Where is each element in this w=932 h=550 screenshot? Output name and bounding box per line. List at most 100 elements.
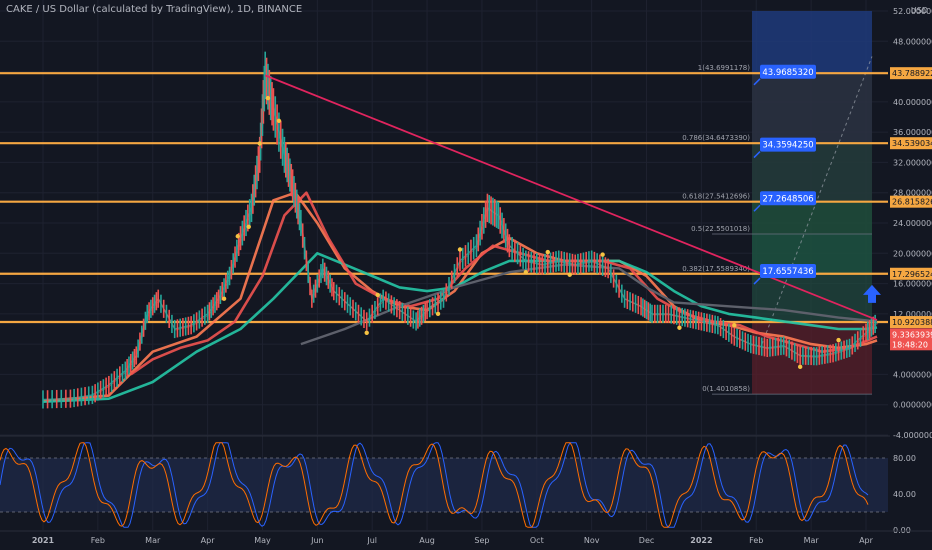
countdown-label: 18:48:20 [892,340,928,349]
time-tick-label: Nov [584,536,600,545]
level-price-label: 17.2965246 [892,270,932,279]
fib-level-label: 0.382(17.5589340) [682,265,750,273]
fib-zone-box [752,73,872,144]
signal-marker [364,330,369,335]
last-price-badge [890,328,932,351]
signal-marker [457,247,463,252]
target-label: 34.3594250 [762,141,813,151]
target-pointer [753,277,761,285]
level-price-badge [890,267,932,280]
price-tick-label: 40.0000000 [893,98,932,107]
last-price-label: 9.3363939 [892,330,932,339]
time-tick-label: Jun [310,536,324,545]
signal-marker [677,325,682,330]
target-box [760,264,816,279]
price-series [42,51,879,409]
signal-marker [523,270,529,275]
price-tick-label: 4.0000000 [893,370,932,379]
price-tick-label: 48.0000000 [893,37,932,46]
time-tick-label: Feb [91,536,105,545]
target-pointer [753,78,761,86]
oscillator-band [0,458,888,512]
time-tick-label: Jul [366,536,377,545]
chart-title: CAKE / US Dollar (calculated by TradingV… [6,4,303,15]
time-tick-label: Oct [530,536,544,545]
grid-lines [0,0,888,530]
level-price-label: 34.5390345 [892,139,932,148]
level-price-label: 10.9203881 [892,318,932,327]
trendline[interactable] [264,74,878,321]
up-arrow-icon [863,284,881,303]
price-tick-label: 0.0000000 [893,401,932,410]
fib-zone-box [752,201,872,234]
price-axis[interactable]: 52.000000048.000000044.000000040.0000000… [890,0,932,550]
price-tick-label: 24.0000000 [893,219,932,228]
time-tick-label: Feb [749,536,763,545]
signal-marker [545,249,550,255]
target-pointer [753,151,761,159]
fib-level-label: 0.5(22.5501018) [691,225,750,233]
time-tick-label: Dec [639,536,654,545]
price-tick-label: 52.0000000 [893,7,932,16]
target-pointer [753,204,761,212]
oscillator-d-line [0,442,869,528]
time-axis[interactable]: 2021 Feb Mar Apr May Jun Jul Aug Sep Oct Nov Dec 202… [0,530,932,545]
time-tick-label: Apr [201,536,216,545]
level-price-badge [890,316,932,329]
time-tick-label: Apr [859,536,874,545]
time-tick-label: Mar [145,536,161,545]
signal-marker [221,296,227,301]
fib-zone-box [752,11,872,74]
fib-zone-box [752,322,872,395]
price-tick-label: 20.0000000 [893,249,932,258]
downtrend-line [264,74,878,321]
price-tick-label: -4.0000000 [893,431,932,440]
time-tick-label: 2022 [690,536,712,545]
target-label: 17.6557436 [762,267,813,277]
signal-marker [435,311,441,317]
price-line-shadow [43,76,879,401]
time-tick-label: Mar [804,536,820,545]
time-tick-label: 2021 [32,536,55,545]
target-box [760,64,816,79]
price-tick-label: 32.0000000 [893,158,932,167]
currency-label: USD [911,6,928,15]
price-tick-label: 16.0000000 [893,280,932,289]
fib-level-label: 0.618(27.5412696) [682,193,750,201]
signal-marker [246,224,251,229]
signal-marker [257,141,262,146]
target-label: 43.9685320 [762,68,813,78]
signal-marker [375,292,380,298]
signal-marker [836,337,841,343]
target-box [760,191,816,206]
target-label: 27.2648506 [762,194,813,204]
level-price-label: 43.7889226 [892,69,932,78]
signal-marker [276,118,282,123]
signal-marker [600,252,605,257]
fib-level-label: 0(1.4010858) [702,385,750,393]
oscillator-tick-label: 40.00 [893,490,916,499]
level-price-badge [890,195,932,208]
time-tick-label: Aug [419,536,435,545]
fib-level-label: 0.786(34.6473390) [682,134,750,142]
price-tick-label: 36.0000000 [893,128,932,137]
moving-average-line [42,252,878,403]
target-box [760,137,816,152]
level-price-label: 26.8158269 [892,198,932,207]
time-tick-label: Sep [474,536,489,545]
time-tick-label: May [254,536,271,545]
target-labels: 43.9685320 34.3594250 27.2648506 17.6557436 [753,64,816,285]
chart-markers [863,284,881,303]
level-price-badge [890,137,932,150]
fib-level-label: 1(43.6991178) [698,64,750,72]
oscillator-tick-label: 80.00 [893,454,916,463]
signal-marker [567,272,572,277]
level-price-badge [890,67,932,80]
moving-average-line [130,191,878,376]
signal-marker [235,234,240,239]
signal-marker [732,323,737,328]
oscillator-pane [0,435,932,528]
price-tick-label: 28.0000000 [893,189,932,198]
signal-marker [797,364,803,370]
